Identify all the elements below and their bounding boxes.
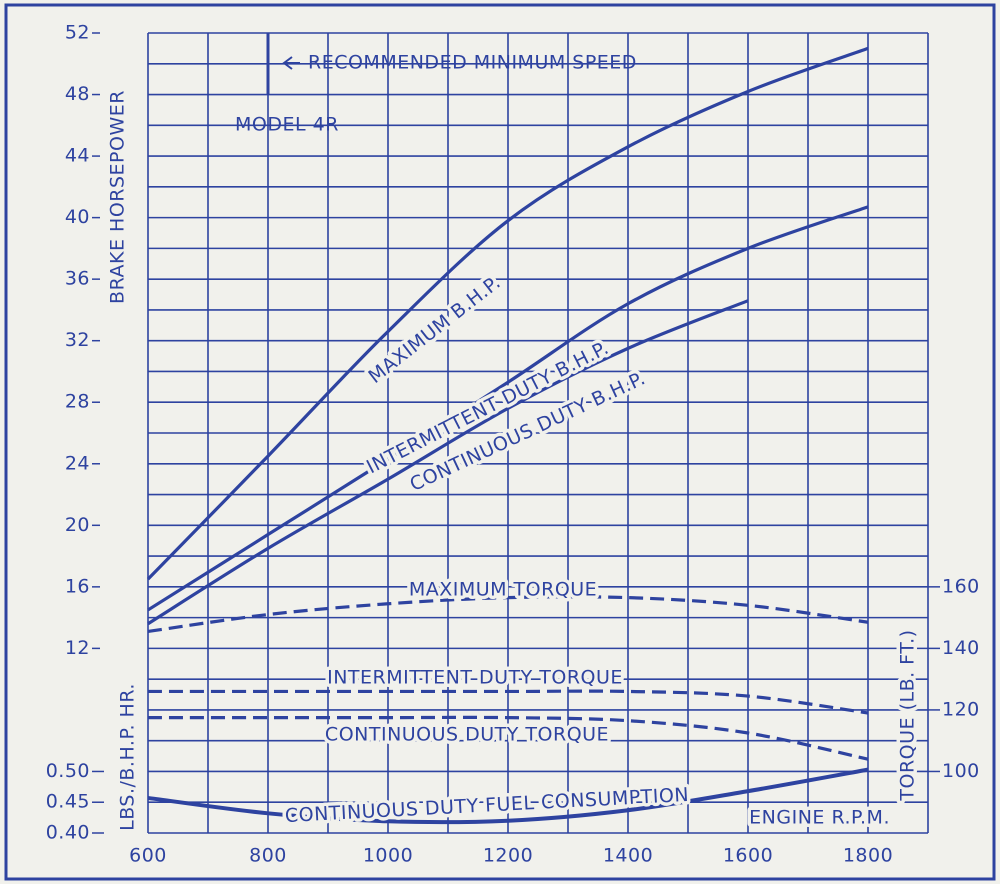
y-tick-label: 48 [65, 83, 90, 105]
y2-tick-label: 100 [942, 760, 980, 782]
y-tick-label: 36 [65, 268, 90, 290]
chart-title: MODEL 4R [235, 114, 339, 136]
plot [146, 46, 869, 825]
series-label: MAXIMUM B.H.P. [364, 271, 505, 388]
x-tick-label: 1200 [483, 845, 533, 867]
y2-tick-label: 140 [942, 637, 980, 659]
y3-tick-label: 0.40 [46, 822, 90, 844]
annotation-label: RECOMMENDED MINIMUM SPEED [308, 52, 637, 74]
y-tick-label: 28 [65, 391, 90, 413]
grid: 600 800 1000 1200 1400 1600 1800 12 16 20 24 28 32 36… [46, 22, 980, 867]
series-line [147, 205, 869, 612]
x-tick-label: 1400 [603, 845, 653, 867]
series-label: CONTINUOUS DUTY TORQUE [325, 724, 609, 746]
y3-axis-label: LBS./B.H.P. HR. [117, 683, 139, 831]
y2-tick-label: 160 [942, 575, 980, 597]
x-axis-label: ENGINE R.P.M. [749, 807, 890, 829]
series-line [146, 46, 869, 581]
y-tick-label: 20 [65, 514, 90, 536]
y-tick-label: 32 [65, 329, 90, 351]
series-line [148, 689, 869, 715]
x-tick-label: 800 [249, 845, 287, 867]
series-line [147, 299, 749, 626]
y-tick-label: 24 [65, 452, 90, 474]
x-tick-label: 1800 [843, 845, 893, 867]
series-line [147, 595, 869, 634]
x-tick-label: 600 [129, 845, 167, 867]
y-axis-label: BRAKE HORSEPOWER [107, 90, 129, 304]
y-tick-label: 44 [65, 145, 90, 167]
x-tick-label: 1600 [723, 845, 773, 867]
y-tick-label: 12 [65, 637, 90, 659]
series-line [147, 767, 869, 825]
annotation-arrow [282, 56, 300, 70]
y-tick-label: 52 [65, 22, 90, 44]
series-label: INTERMITTENT DUTY TORQUE [327, 667, 623, 689]
y-tick-label: 16 [65, 575, 90, 597]
series-label: MAXIMUM TORQUE [409, 579, 597, 601]
y3-tick-label: 0.45 [46, 791, 90, 813]
y-tick-label: 40 [65, 206, 90, 228]
x-tick-label: 1000 [363, 845, 413, 867]
y2-axis-label: TORQUE (LB. FT.) [897, 629, 919, 801]
y3-tick-label: 0.50 [46, 760, 90, 782]
frame [4, 3, 996, 881]
series-line [148, 715, 869, 761]
y2-tick-label: 120 [942, 698, 980, 720]
